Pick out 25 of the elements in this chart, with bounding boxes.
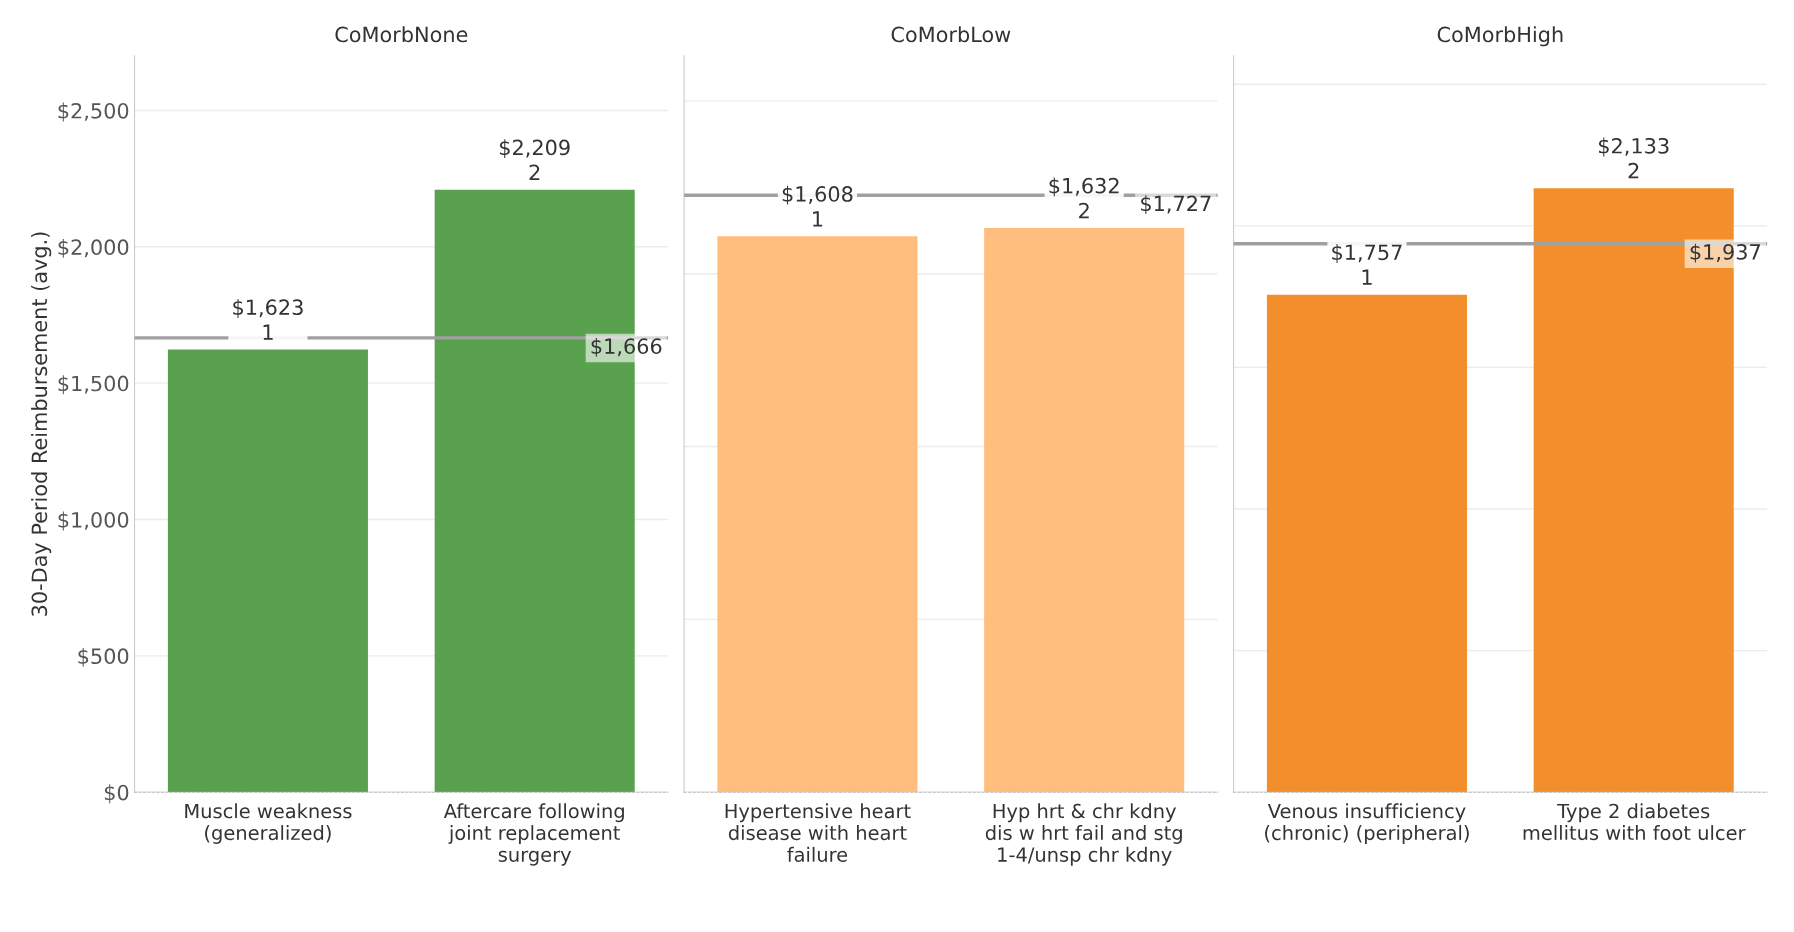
x-tick-label: Hyp hrt & chr kdny dis w hrt fail and stg 1-4/unsp chr kdny — [985, 803, 1182, 866]
x-tick-label: Venous insufficiency (chronic) (peripheral) — [1265, 803, 1469, 844]
data-label: $1,757 1 — [1332, 244, 1402, 285]
x-tick-label: Aftercare following joint replacement surgery — [443, 803, 624, 866]
y-axis-title: 30-Day Period Reimbursement (avg.) — [31, 232, 52, 616]
y-tick-label: $2,500 — [58, 102, 129, 122]
chart-title: CoMorbLow — [891, 26, 1011, 43]
chart-title: CoMorbHigh — [1437, 26, 1563, 47]
y-tick-label: $500 — [78, 647, 129, 667]
y-tick-label: $0 — [104, 784, 129, 804]
x-tick-label: Muscle weakness (generalized) — [185, 803, 352, 844]
x-tick-label: Hypertensive heart disease with heart failure — [725, 803, 911, 862]
data-label: $2,209 2 — [499, 139, 570, 180]
ref-line-label: $1,666 — [591, 337, 662, 357]
chart-title: CoMorbNone — [335, 26, 468, 43]
data-label: $1,608 1 — [782, 185, 853, 227]
data-label: $2,133 2 — [1598, 137, 1669, 179]
data-label: $1,632 2 — [1049, 177, 1119, 219]
ref-line-label: $1,727 — [1141, 195, 1211, 215]
y-tick-label: $1,500 — [58, 375, 129, 395]
ref-line-label: $1,937 — [1690, 243, 1760, 263]
data-label: $1,623 1 — [233, 298, 303, 340]
y-tick-label: $1,000 — [58, 511, 129, 531]
x-tick-label: Type 2 diabetes mellitus with foot ulcer — [1523, 803, 1746, 841]
y-tick-label: $2,000 — [58, 238, 129, 258]
